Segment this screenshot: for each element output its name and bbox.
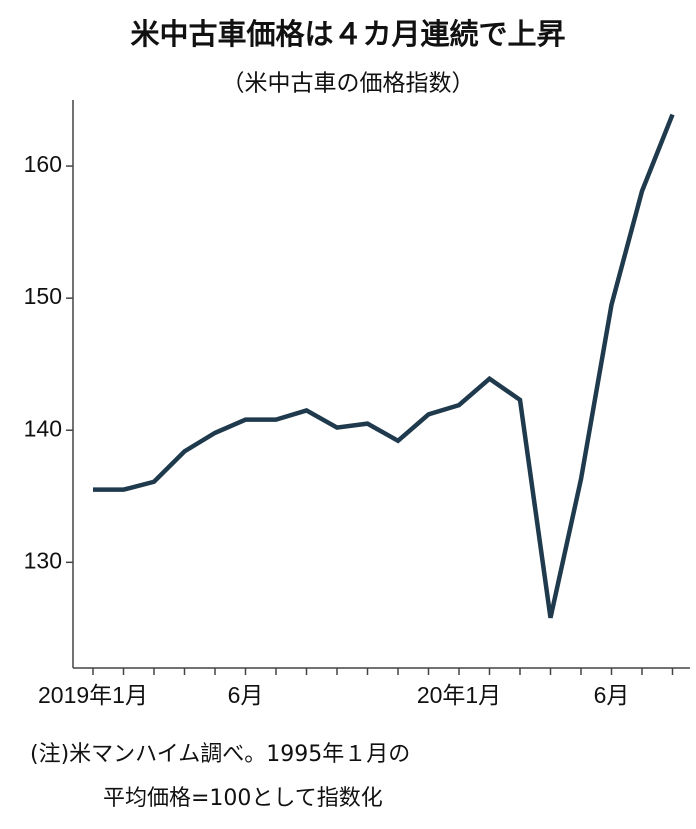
x-tick-label: 2019年1月 xyxy=(38,682,148,708)
y-tick-label: 150 xyxy=(24,283,62,309)
y-tick-label: 140 xyxy=(24,415,62,441)
x-tick-label: 20年1月 xyxy=(417,682,501,708)
chart-subtitle: （米中古車の価格指数） xyxy=(222,71,475,97)
note: 平均価格=100として指数化 xyxy=(103,786,383,811)
x-tick-label: 6月 xyxy=(594,682,630,708)
y-tick-label: 160 xyxy=(24,151,62,177)
x-tick-label: 6月 xyxy=(228,682,264,708)
chart-title: 米中古車価格は４カ月連続で上昇 xyxy=(130,17,565,51)
note: (注)米マンハイム調べ。1995年１月の xyxy=(30,742,410,767)
y-tick-label: 130 xyxy=(24,547,62,573)
data-line xyxy=(93,113,675,619)
